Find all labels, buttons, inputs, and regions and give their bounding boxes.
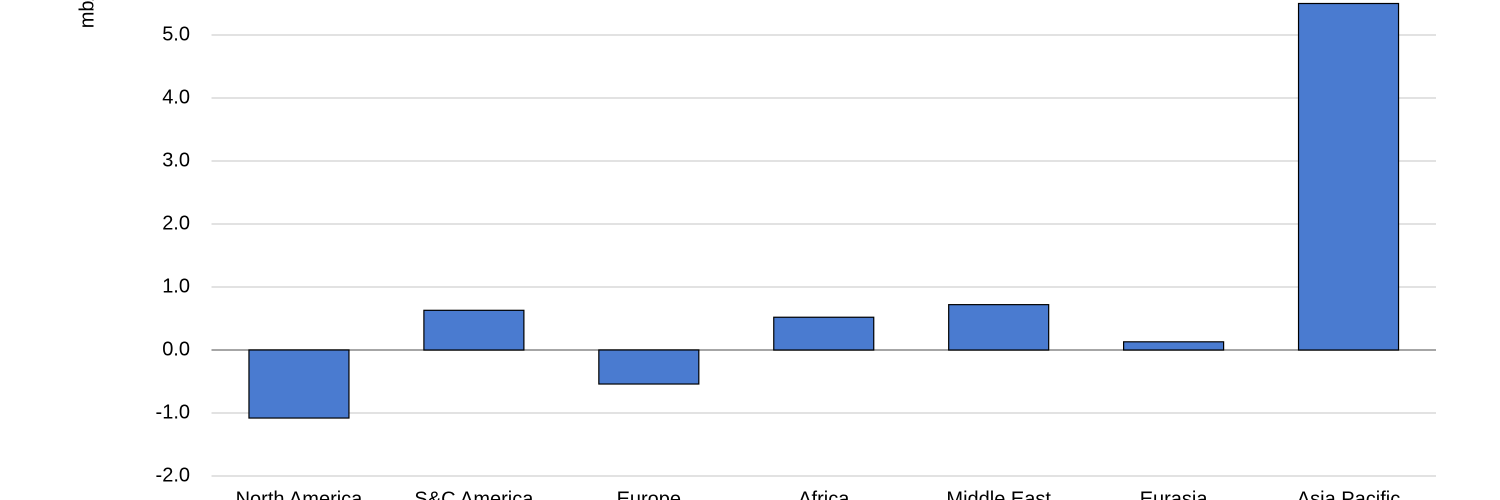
bar <box>1297 2 1400 351</box>
x-tick-label: Eurasia <box>1140 488 1209 500</box>
y-tick-label: 4.0 <box>162 86 190 108</box>
bar <box>948 304 1050 351</box>
x-tick-label: Asia Pacific <box>1297 488 1400 500</box>
bar <box>598 349 700 385</box>
x-tick-label: Europe <box>617 488 682 500</box>
y-tick-label: -2.0 <box>156 464 190 486</box>
y-axis-label: mb/d <box>76 0 98 28</box>
bar <box>773 316 875 351</box>
x-tick-label: S&C America <box>414 488 534 500</box>
x-tick-label: Middle East <box>946 488 1051 500</box>
y-tick-label: 2.0 <box>162 212 190 234</box>
y-tick-label: 1.0 <box>162 275 190 297</box>
bar <box>248 349 350 419</box>
y-tick-label: -1.0 <box>156 401 190 423</box>
x-tick-label: Africa <box>798 488 850 500</box>
y-tick-label: 3.0 <box>162 149 190 171</box>
y-tick-label: 0.0 <box>162 338 190 360</box>
x-tick-label: North America <box>236 488 364 500</box>
bar <box>1123 341 1225 351</box>
bar <box>423 309 525 351</box>
y-tick-label: 5.0 <box>162 23 190 45</box>
